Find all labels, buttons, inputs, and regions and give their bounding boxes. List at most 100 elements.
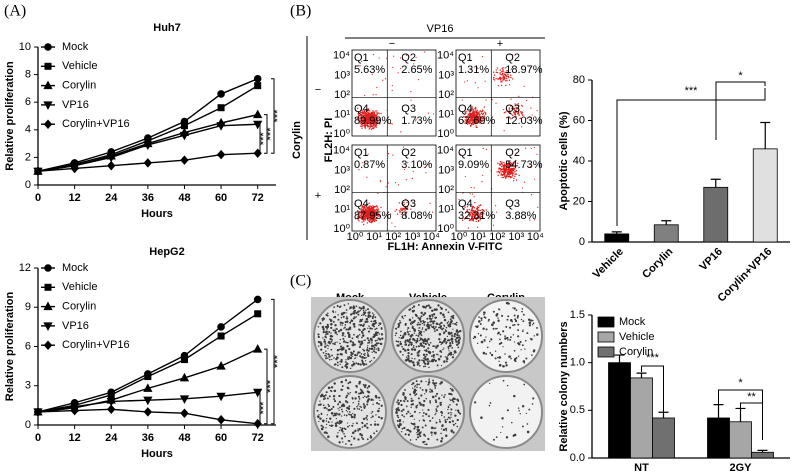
- flow-tick-label: 10²: [438, 184, 454, 196]
- event-dot: [472, 110, 475, 112]
- colony-dot: [324, 335, 327, 338]
- event-dot: [500, 84, 503, 87]
- colony-dot: [432, 360, 435, 363]
- colony-dot: [332, 329, 335, 332]
- colony-dot: [351, 355, 353, 358]
- colony-dot: [374, 394, 378, 398]
- colony-dot: [410, 348, 414, 351]
- flow-tick-label: 10³: [404, 231, 420, 243]
- marker: [43, 301, 53, 311]
- event-dot: [356, 107, 359, 110]
- event-dot: [369, 125, 371, 127]
- colony-dot: [515, 356, 518, 359]
- event-dot: [474, 107, 476, 109]
- colony-dot: [447, 405, 449, 407]
- colony-dot: [491, 323, 494, 327]
- colony-dot: [419, 365, 421, 367]
- bar: [703, 186, 729, 243]
- colony-dot: [536, 327, 538, 329]
- colony-dot: [343, 404, 346, 407]
- colony-dot: [344, 365, 346, 367]
- event-dot: [518, 114, 520, 116]
- marker: [254, 82, 262, 90]
- colony-dot: [364, 315, 367, 317]
- colony-dot: [395, 408, 399, 411]
- colony-dot: [504, 361, 508, 364]
- colony-dot: [525, 412, 528, 414]
- event-dot: [372, 211, 374, 214]
- event-dot: [372, 118, 374, 120]
- colony-dot: [455, 409, 457, 411]
- colony-dot: [343, 327, 345, 330]
- colony-dot: [485, 328, 488, 331]
- event-dot: [515, 110, 518, 112]
- colony-dot: [341, 410, 344, 413]
- event-dot: [470, 210, 472, 212]
- event-dot: [368, 116, 370, 119]
- event-dot: [480, 112, 483, 114]
- event-dot: [466, 210, 469, 212]
- event-dot: [462, 208, 465, 211]
- colony-dot: [516, 314, 520, 318]
- event-dot: [477, 87, 479, 89]
- colony-dot: [412, 364, 416, 367]
- event-dot: [478, 205, 480, 207]
- colony-dot: [350, 435, 353, 438]
- colony-dot: [489, 382, 491, 385]
- colony-dot: [490, 338, 493, 341]
- event-dot: [474, 216, 476, 218]
- event-dot: [464, 176, 466, 178]
- colony-dot: [357, 313, 360, 316]
- colony-dot: [364, 320, 367, 324]
- colony-dot: [353, 437, 356, 440]
- colony-dot: [401, 316, 404, 319]
- colony-dot: [419, 387, 422, 389]
- colony-dot: [457, 346, 459, 349]
- event-dot: [521, 126, 523, 128]
- colony-dot: [444, 329, 447, 331]
- colony-dot: [427, 362, 430, 364]
- event-dot: [530, 107, 532, 109]
- colony-dot: [407, 327, 410, 330]
- colony-dot: [476, 342, 479, 345]
- colony-dot: [453, 397, 456, 401]
- colony-dot: [341, 437, 344, 440]
- colony-dot: [332, 405, 335, 408]
- event-dot: [503, 170, 506, 172]
- colony-dot: [442, 327, 445, 330]
- marker: [179, 131, 190, 141]
- colony-dot: [450, 315, 453, 318]
- event-dot: [512, 201, 514, 203]
- colony-dot: [451, 342, 454, 345]
- marker: [143, 383, 153, 392]
- y-axis-label: Apoptotic cells (%): [558, 111, 570, 210]
- colony-dot: [452, 314, 455, 317]
- colony-dot: [363, 339, 365, 342]
- colony-dot: [397, 408, 401, 412]
- colony-dot: [338, 441, 341, 444]
- event-dot: [366, 176, 368, 178]
- colony-dot: [419, 333, 421, 335]
- event-dot: [377, 208, 380, 210]
- event-dot: [359, 65, 361, 67]
- colony-dot: [404, 323, 407, 326]
- colony-dot: [432, 379, 435, 382]
- colony-dot: [439, 350, 442, 353]
- quadrant-value: 8.08%: [401, 210, 432, 222]
- event-dot: [473, 118, 475, 121]
- event-dot: [365, 110, 368, 112]
- colony-dot: [427, 342, 429, 345]
- colony-dot: [487, 320, 490, 322]
- colony-dot: [447, 339, 451, 342]
- marker: [144, 373, 152, 381]
- event-dot: [508, 165, 511, 167]
- colony-dot: [413, 410, 417, 413]
- colony-dot: [421, 327, 424, 329]
- colony-dot: [444, 420, 447, 424]
- colony-dot: [404, 433, 407, 436]
- event-dot: [365, 108, 367, 111]
- x-tick-label: 0: [35, 432, 41, 444]
- colony-dot: [358, 398, 361, 400]
- event-dot: [477, 215, 479, 218]
- colony-dot: [348, 347, 351, 351]
